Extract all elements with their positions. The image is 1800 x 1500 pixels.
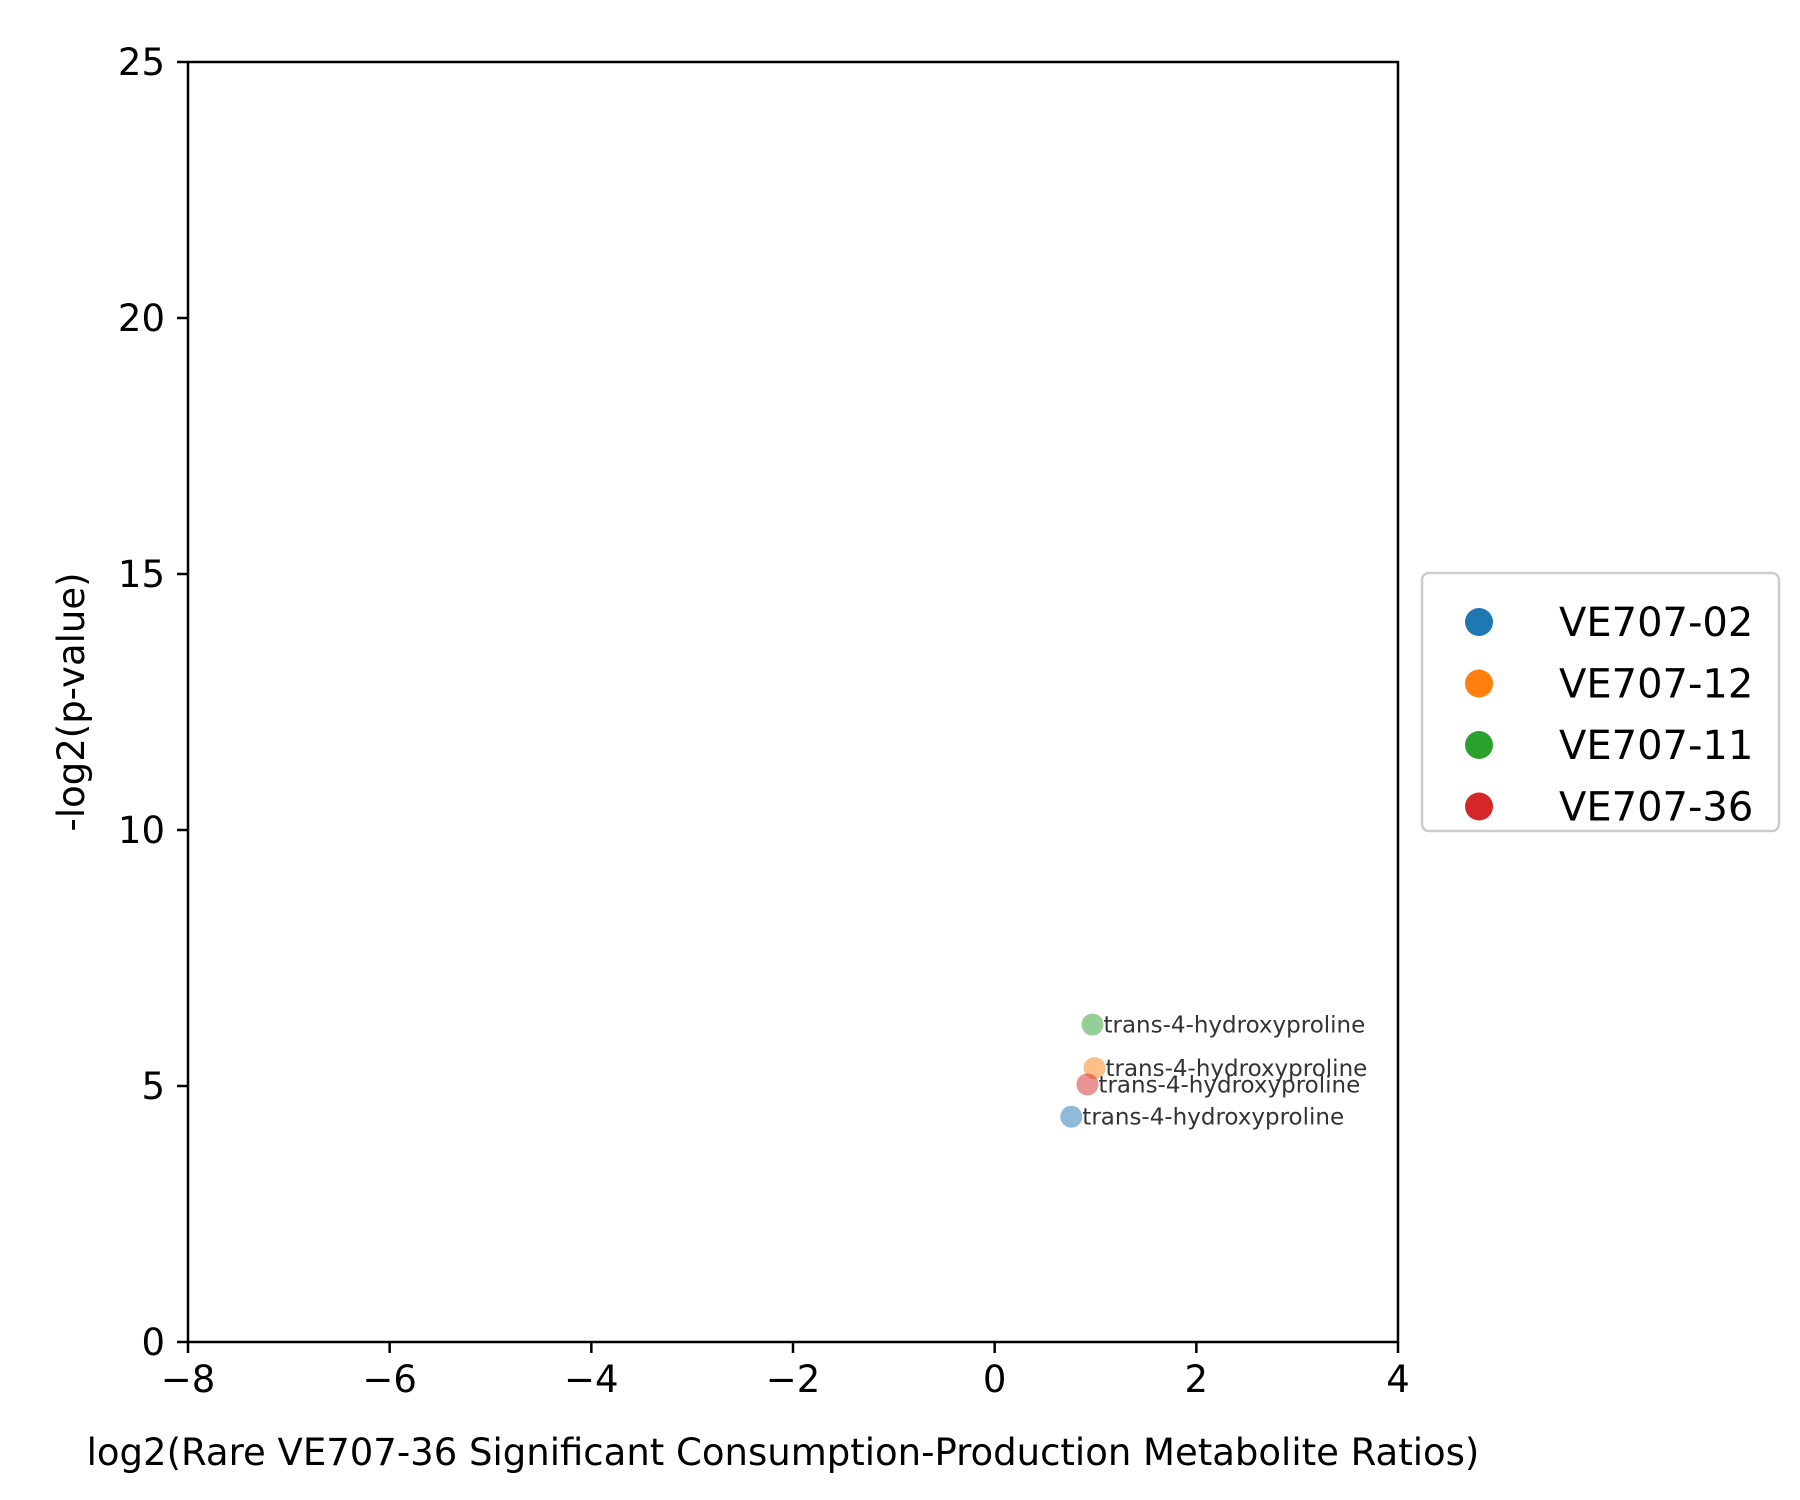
axes: −8 −6 −4 −2 0 2 4 0 5 10 15 20 25 log2(Rare VE707-36 … [50, 41, 1479, 1474]
plot-area [188, 62, 1398, 1342]
data-point-ve707-36 [1076, 1073, 1099, 1096]
y-tick-label: 10 [118, 809, 165, 852]
data-point-label: trans-4-hydroxyproline [1105, 1056, 1367, 1082]
plot-background [188, 62, 1398, 1342]
x-tick-label: −2 [766, 1358, 821, 1401]
y-tick-label: 0 [141, 1321, 165, 1364]
legend-label: VE707-12 [1559, 662, 1753, 708]
data-point-label: trans-4-hydroxyproline [1082, 1105, 1344, 1131]
legend-label: VE707-11 [1559, 723, 1753, 769]
y-tick-label: 20 [118, 297, 165, 340]
x-tick-label: 2 [1185, 1358, 1209, 1401]
x-tick-label: 4 [1386, 1358, 1410, 1401]
data-point-ve707-11 [1081, 1013, 1104, 1036]
legend: VE707-02 VE707-12 VE707-11 VE707-36 [1420, 571, 1781, 833]
x-tick-label: −4 [564, 1358, 619, 1401]
data-point-ve707-02 [1060, 1105, 1083, 1128]
y-tick-label: 25 [118, 41, 165, 84]
legend-box [1420, 571, 1781, 833]
x-tick-label: −8 [161, 1358, 216, 1401]
legend-marker-ve707-36 [1465, 792, 1493, 821]
legend-marker-ve707-02 [1465, 608, 1493, 636]
y-tick-label: 15 [118, 553, 165, 596]
x-tick-label: 0 [983, 1358, 1007, 1401]
y-axis-label: -log2(p-value) [50, 572, 93, 831]
x-tick-label: −6 [362, 1358, 417, 1401]
legend-marker-ve707-12 [1465, 669, 1493, 698]
legend-label: VE707-36 [1559, 785, 1753, 831]
y-tick-label: 5 [141, 1065, 165, 1108]
data-point-label: trans-4-hydroxyproline [1098, 1072, 1360, 1098]
x-axis-label: log2(Rare VE707-36 Significant Consumpti… [87, 1431, 1480, 1474]
data-point-label: trans-4-hydroxyproline [1103, 1013, 1365, 1039]
data-points: trans-4-hydroxyprolinetrans-4-hydroxypro… [1060, 1013, 1367, 1131]
legend-label: VE707-02 [1559, 600, 1753, 646]
legend-marker-ve707-11 [1465, 731, 1493, 759]
